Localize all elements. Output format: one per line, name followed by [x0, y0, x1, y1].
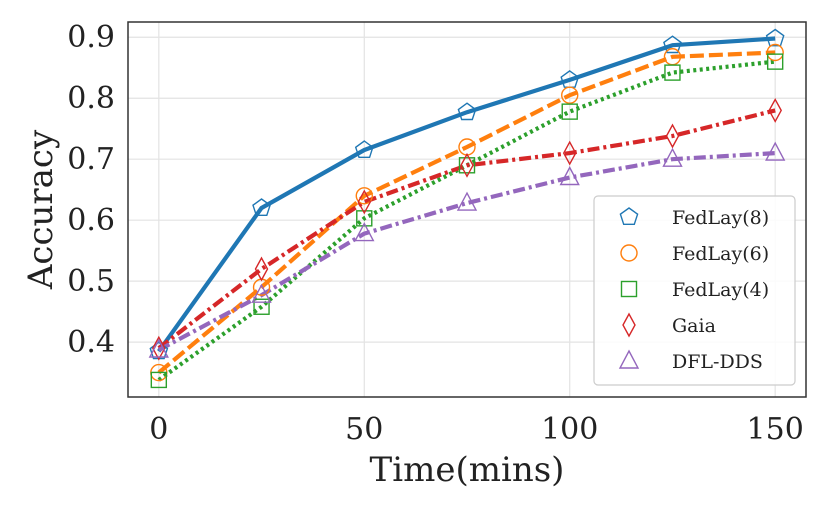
series-line-fedlay-8: [157, 36, 776, 353]
plot-frame: [127, 21, 807, 398]
y-tick-label: 0.4: [67, 325, 115, 360]
x-tick-label: 150: [747, 412, 804, 447]
x-axis-label: Time(mins): [370, 450, 565, 490]
legend-label: Gaia: [672, 315, 716, 337]
x-tick-label: 0: [149, 412, 168, 447]
data-point-fedlay-4: [253, 298, 270, 315]
y-axis-label: Accuracy: [21, 129, 61, 290]
series-markers: [148, 28, 786, 389]
data-point-dfl-dds: [354, 222, 375, 242]
data-point-gaia: [254, 256, 269, 282]
series-line-fedlay-6: [157, 50, 776, 375]
y-tick-label: 0.8: [67, 81, 115, 116]
series-line-gaia: [157, 108, 776, 350]
y-tick-label: 0.5: [67, 264, 115, 299]
axis-ticks: 0 50 100 150 0.4 0.5 0.6 0.7 0.8 0.9: [67, 20, 804, 447]
x-tick-label: 50: [345, 412, 383, 447]
data-point-gaia: [152, 335, 166, 361]
data-point-fedlay-6: [561, 86, 579, 104]
x-tick-label: 100: [541, 412, 598, 447]
data-point-fedlay-8: [457, 102, 477, 121]
y-tick-label: 0.9: [67, 20, 115, 55]
legend-label: FedLay(6): [672, 243, 769, 265]
data-point-fedlay-6: [355, 187, 373, 205]
data-point-fedlay-6: [766, 43, 784, 62]
y-tick-label: 0.6: [67, 203, 115, 238]
legend-label: DFL-DDS: [672, 351, 763, 373]
legend-label: FedLay(4): [672, 279, 769, 301]
legend-box: [593, 195, 796, 386]
data-point-fedlay-4: [766, 53, 784, 70]
data-point-fedlay-8: [663, 35, 682, 54]
data-point-dfl-dds: [148, 338, 169, 358]
data-point-dfl-dds: [765, 141, 786, 161]
data-point-fedlay-8: [354, 140, 374, 159]
data-point-dfl-dds: [559, 166, 580, 186]
data-point-fedlay-4: [356, 210, 373, 227]
y-tick-label: 0.7: [67, 142, 115, 177]
data-point-gaia: [562, 140, 577, 166]
data-point-fedlay-4: [561, 103, 578, 120]
data-point-gaia: [768, 97, 782, 123]
data-point-fedlay-8: [765, 28, 785, 47]
data-point-gaia: [665, 123, 680, 149]
legend-label: FedLay(8): [672, 207, 769, 229]
data-point-fedlay-4: [664, 64, 681, 81]
data-point-fedlay-4: [150, 371, 168, 389]
data-point-dfl-dds: [662, 147, 683, 167]
data-point-fedlay-4: [458, 157, 476, 174]
legend: FedLay(8) FedLay(6) FedLay(4) Gaia DFL-DDS: [593, 195, 796, 386]
legend-marker-dfl-dds: [618, 349, 640, 369]
data-point-fedlay-8: [252, 198, 271, 217]
legend-marker-gaia: [622, 312, 636, 338]
data-point-gaia: [357, 189, 372, 215]
legend-marker-fedlay-6: [620, 244, 638, 262]
legend-marker-fedlay-4: [620, 280, 638, 298]
data-point-gaia: [460, 152, 474, 178]
data-point-dfl-dds: [456, 191, 478, 211]
legend-marker-fedlay-8: [619, 207, 639, 226]
data-point-dfl-dds: [251, 283, 272, 303]
